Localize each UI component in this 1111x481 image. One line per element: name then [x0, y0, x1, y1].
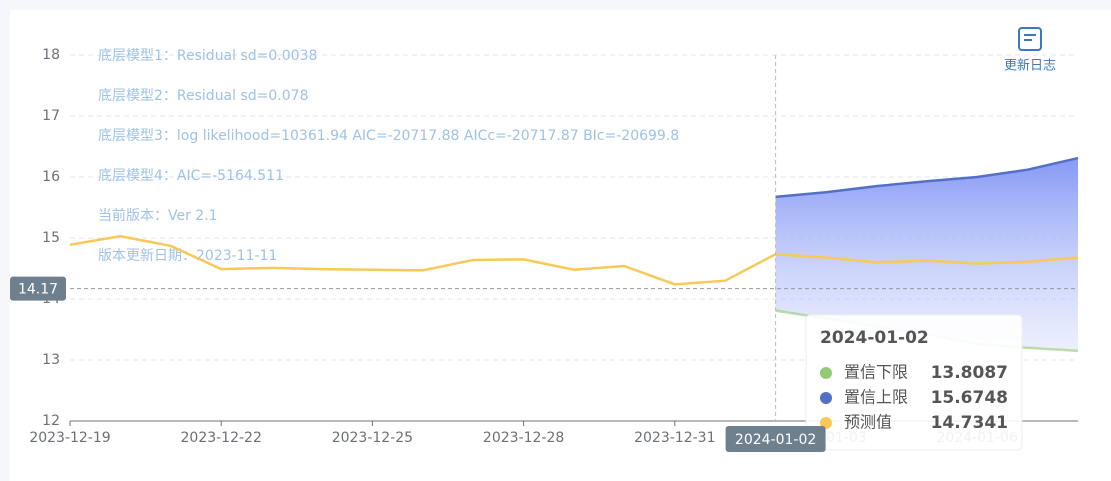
confidence-band — [775, 158, 1078, 351]
button-label: 更新日志 — [1004, 58, 1056, 74]
tooltip-dot — [820, 417, 832, 429]
y-tick-label: 17 — [42, 108, 60, 124]
y-tick-label: 18 — [42, 47, 60, 63]
tooltip-value: 13.8087 — [931, 363, 1008, 383]
y-tick-label: 13 — [42, 352, 60, 368]
y-tick-label: 15 — [42, 230, 60, 246]
annotation: 底层模型2：Residual sd=0.078 — [98, 88, 308, 104]
tooltip-name: 预测值 — [844, 413, 892, 432]
pointer-x-label-bg — [725, 426, 826, 452]
annotation: 底层模型1：Residual sd=0.0038 — [98, 48, 317, 64]
y-tick-label: 16 — [42, 169, 60, 185]
tooltip-title: 2024-01-02 — [820, 328, 929, 348]
tooltip-dot — [820, 367, 832, 379]
tooltip-value: 15.6748 — [931, 388, 1008, 408]
y-tick-label: 12 — [42, 413, 60, 429]
annotation: 当前版本：Ver 2.1 — [98, 207, 218, 224]
tooltip-value: 14.7341 — [931, 413, 1008, 433]
tooltip — [805, 314, 1023, 451]
pointer-y-label: 14.17 — [18, 282, 58, 298]
tooltip-dot — [820, 392, 832, 404]
chart: 更新日志 121314151617182023-12-192023-12-222… — [10, 10, 1111, 481]
series-line — [69, 234, 1079, 286]
tooltip-name: 置信上限 — [844, 388, 908, 407]
update-log-button[interactable]: 更新日志 — [1004, 27, 1056, 74]
annotation: 底层模型4：AIC=-5164.511 — [98, 168, 284, 184]
pointer-y-label-bg — [10, 276, 66, 301]
annotation: 底层模型3：log likelihood=10361.94 AIC=-20717… — [98, 128, 679, 144]
x-tick-label: 2023-12-28 — [483, 430, 564, 446]
x-tick-label: 2023-12-19 — [29, 430, 110, 446]
series-line — [775, 156, 1079, 199]
x-tick-label: 2023-12-31 — [634, 430, 715, 446]
annotation: 版本更新日期：2023-11-11 — [98, 248, 277, 264]
x-tick-label: 2023-12-22 — [181, 430, 262, 446]
log-icon — [1018, 27, 1042, 51]
pointer-x-label: 2024-01-02 — [735, 432, 816, 448]
x-tick-label: 2023-12-25 — [332, 430, 413, 446]
tooltip-name: 置信下限 — [844, 363, 908, 382]
